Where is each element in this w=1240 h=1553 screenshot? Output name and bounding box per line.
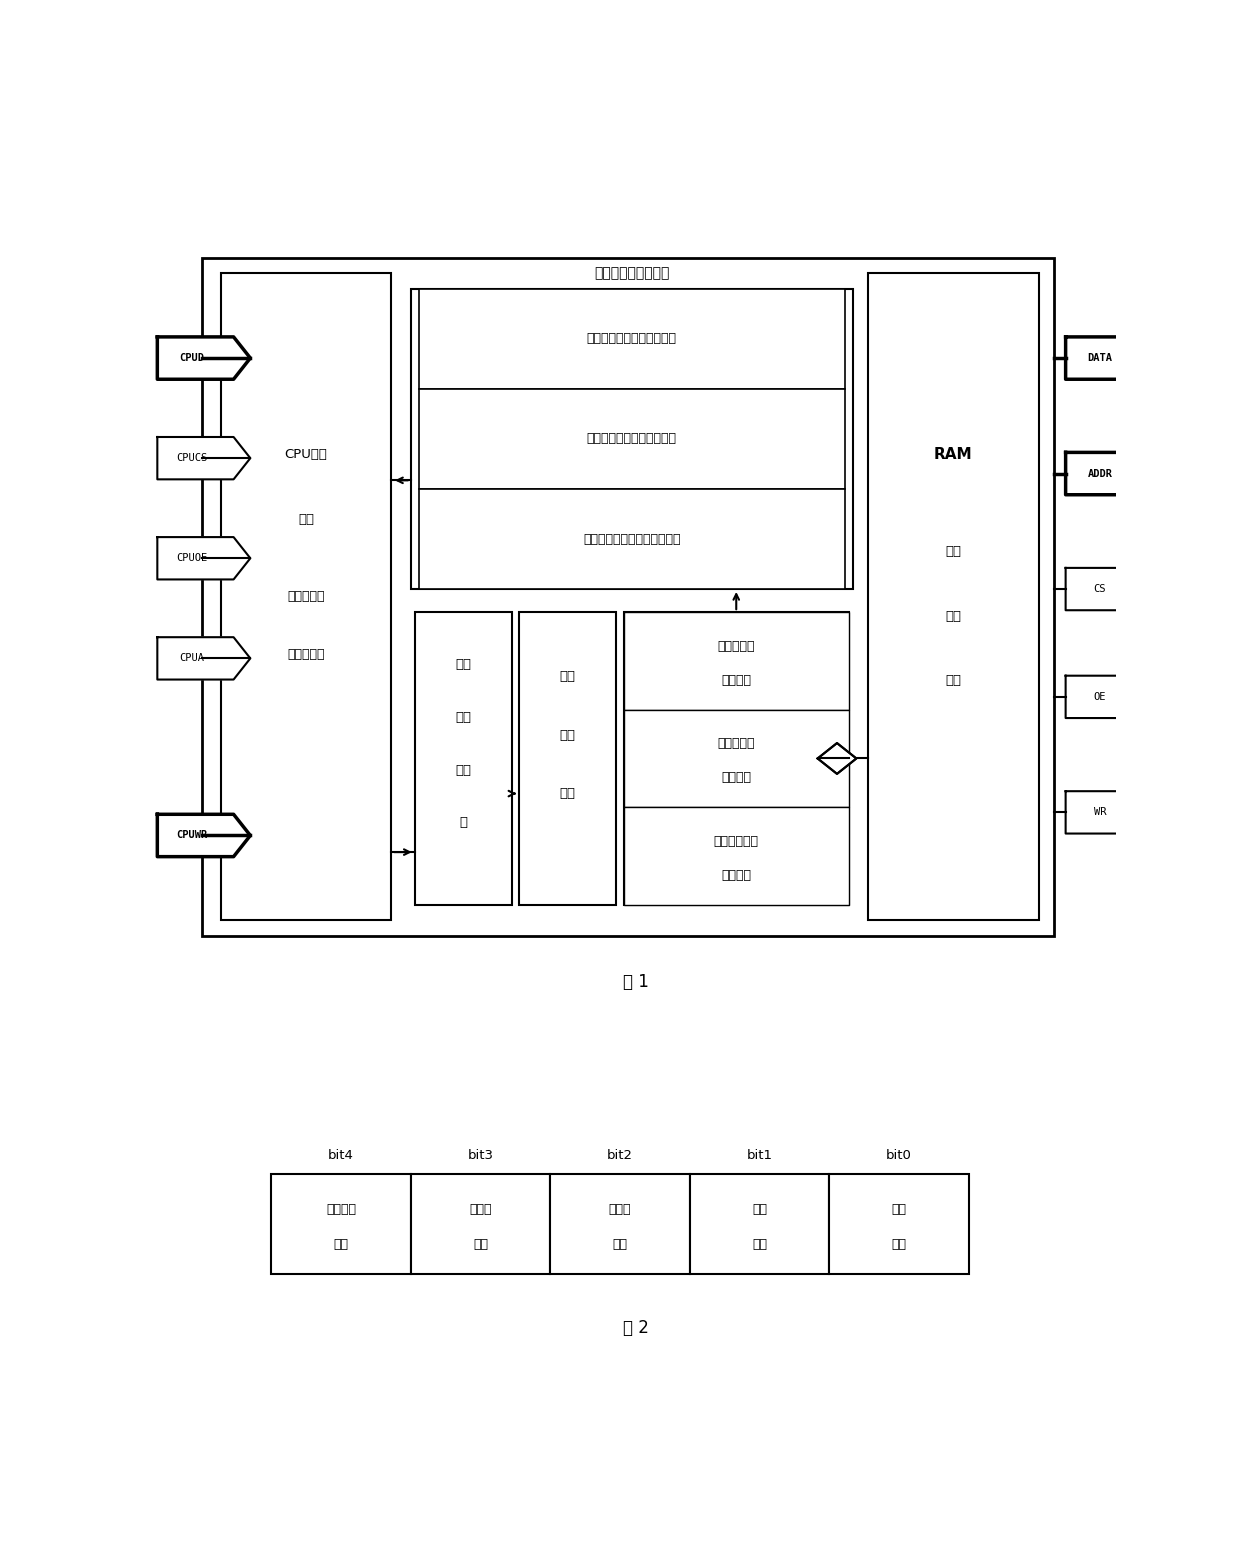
Bar [624,612,848,905]
Bar [689,1174,830,1275]
Polygon shape [157,436,250,480]
Text: 状态模块: 状态模块 [722,772,751,784]
Text: CPUOE: CPUOE [176,553,207,564]
Text: 存储单元测试结果状态寄存器: 存储单元测试结果状态寄存器 [583,533,681,545]
Bar [624,808,848,905]
Polygon shape [1065,568,1158,610]
Text: bit4: bit4 [329,1149,353,1162]
Text: 测试: 测试 [455,658,471,671]
Text: 图 2: 图 2 [622,1318,649,1337]
Text: 控制: 控制 [945,610,961,623]
Text: 错误: 错误 [613,1238,627,1250]
Text: 状态模块: 状态模块 [722,870,751,882]
Text: CPUD: CPUD [179,353,205,363]
Bar [201,258,1054,935]
Polygon shape [1065,790,1158,834]
Text: ADDR: ADDR [1087,469,1112,478]
Text: 电路: 电路 [298,512,314,525]
Text: 寄存: 寄存 [455,764,471,776]
Text: 状态: 状态 [892,1238,906,1250]
Text: OE: OE [1094,693,1106,702]
Text: bit2: bit2 [608,1149,632,1162]
Polygon shape [1065,676,1158,717]
Text: CPUCS: CPUCS [176,453,207,463]
Text: 数据线: 数据线 [469,1204,492,1216]
Text: 数据线测试结果状态寄存器: 数据线测试结果状态寄存器 [587,332,677,345]
Text: 存储单元测试: 存储单元测试 [714,836,759,848]
Bar [272,1174,410,1275]
Bar [419,289,844,388]
Text: 器: 器 [459,817,467,829]
Text: DATA: DATA [1087,353,1112,363]
Text: 工作: 工作 [559,728,575,742]
Polygon shape [1065,337,1158,379]
Text: 结束: 结束 [751,1238,768,1250]
Text: WR: WR [1094,808,1106,817]
Text: CPU接口: CPU接口 [285,447,327,461]
Text: RAM: RAM [934,447,972,461]
Text: bit0: bit0 [887,1149,911,1162]
Bar [624,710,848,808]
Text: 错误: 错误 [472,1238,489,1250]
Polygon shape [157,337,250,379]
Bar [868,273,1039,921]
Text: CPUA: CPUA [179,654,205,663]
Bar [830,1174,968,1275]
Bar [624,612,848,710]
Bar [419,489,844,589]
Text: CS: CS [1094,584,1106,595]
Text: 状态模块: 状态模块 [722,674,751,686]
Text: 地址线测试结果状态寄存器: 地址线测试结果状态寄存器 [587,432,677,446]
Bar [419,388,844,489]
Text: 测试结果状态寄存器: 测试结果状态寄存器 [594,267,670,281]
Text: 检测: 检测 [751,1204,768,1216]
Text: 电路: 电路 [559,787,575,800]
Bar [551,1174,689,1275]
Text: 检测: 检测 [892,1204,906,1216]
Text: （测试状态: （测试状态 [288,590,325,603]
Text: bit3: bit3 [467,1149,494,1162]
Polygon shape [157,814,250,857]
Bar [414,612,511,905]
Text: 接口: 接口 [945,674,961,688]
Bar [410,289,853,589]
Text: 地址线: 地址线 [609,1204,631,1216]
Polygon shape [817,742,857,773]
Bar [410,1174,551,1275]
Text: 存储单元: 存储单元 [326,1204,356,1216]
Text: 图 1: 图 1 [622,972,649,991]
Text: 检测: 检测 [559,669,575,683]
Text: 命令: 命令 [455,711,471,724]
Text: 数据线测试: 数据线测试 [718,640,755,652]
Polygon shape [1065,452,1158,495]
Text: 地址线测试: 地址线测试 [718,738,755,750]
Text: CPUWR: CPUWR [176,831,207,840]
Bar [520,612,616,905]
Polygon shape [157,637,250,680]
Bar [221,273,392,921]
Text: 读写: 读写 [945,545,961,558]
Text: 错误: 错误 [334,1238,348,1250]
Text: bit1: bit1 [746,1149,773,1162]
Polygon shape [157,537,250,579]
Text: 上报接口）: 上报接口） [288,649,325,662]
